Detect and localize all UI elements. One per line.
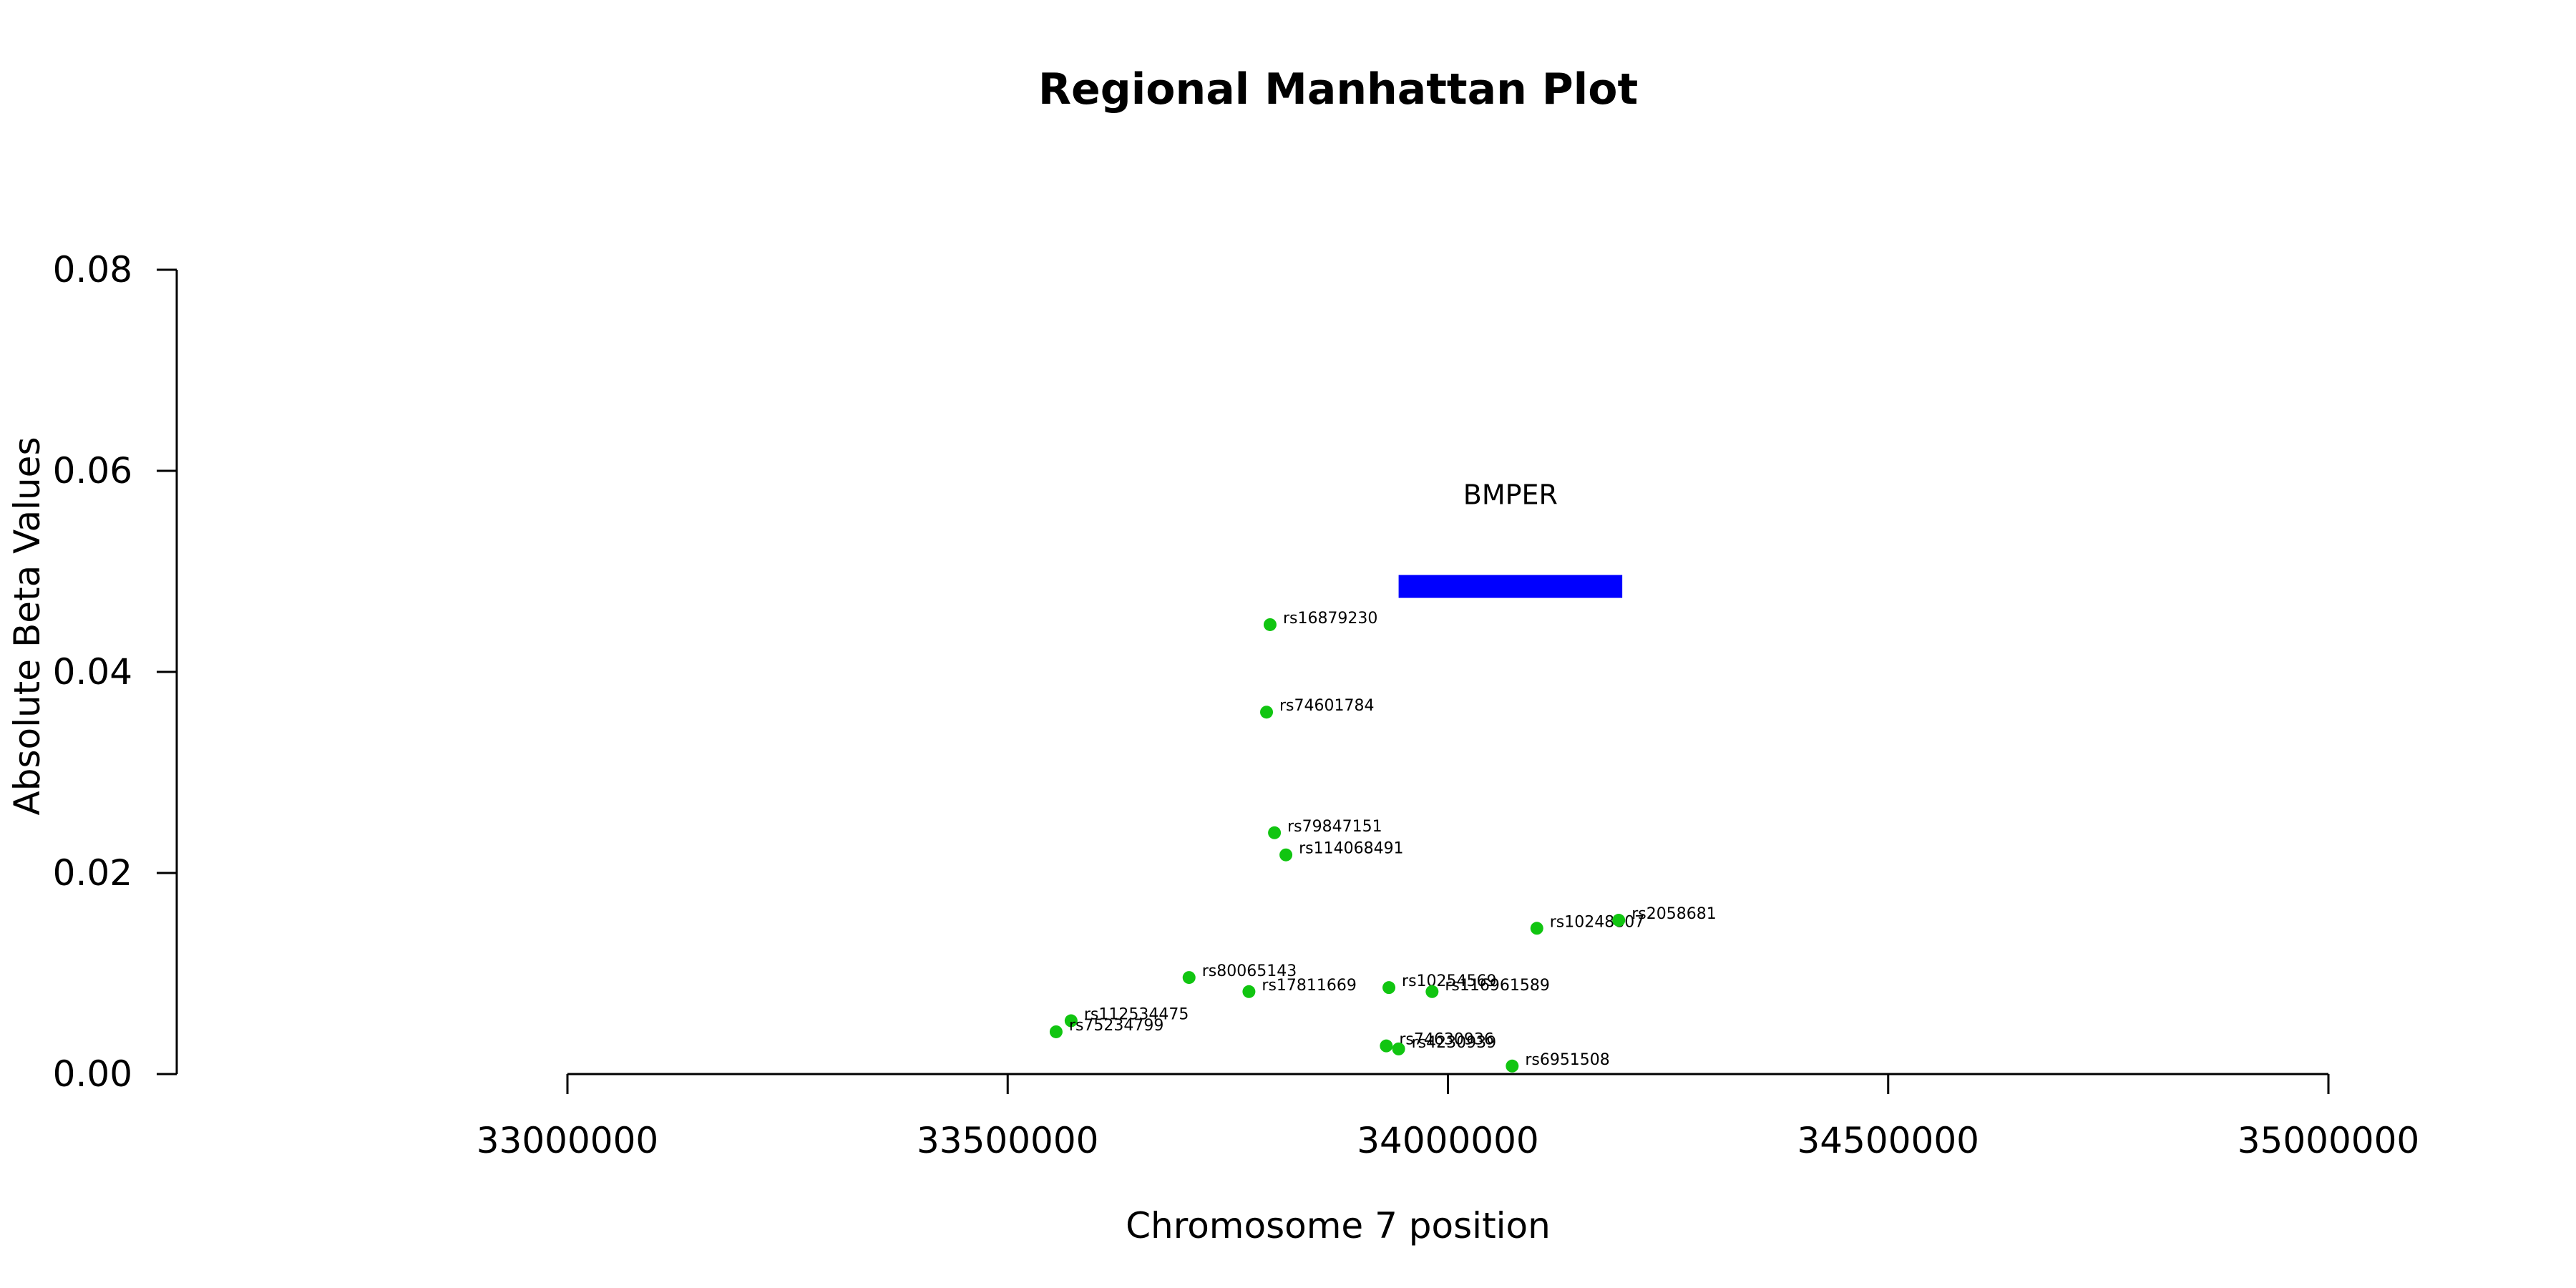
snp-label: rs10248807 (1550, 913, 1644, 931)
snp-label: rs112534475 (1084, 1006, 1189, 1024)
snp-label: rs6951508 (1525, 1051, 1610, 1069)
snp-point (1268, 826, 1282, 839)
snp-point (1382, 981, 1396, 995)
snp-label: rs17811669 (1262, 977, 1356, 995)
snp-point (1530, 922, 1543, 935)
y-tick-label: 0.08 (53, 249, 132, 291)
snp-point (1506, 1059, 1519, 1073)
snp-point (1612, 914, 1626, 927)
snp-label: rs74601784 (1279, 697, 1374, 715)
y-axis: 0.00 0.02 0.04 0.06 0.08 (53, 249, 178, 1095)
y-tick-label: 0.00 (53, 1053, 132, 1095)
y-tick-label: 0.04 (53, 651, 132, 693)
snp-point (1263, 618, 1277, 631)
snp-label: rs114068491 (1299, 840, 1403, 858)
snp-label: rs4230939 (1412, 1034, 1497, 1052)
snp-label: rs16879230 (1283, 610, 1377, 628)
snp-label: rs10254569 (1402, 972, 1496, 990)
snp-label: rs80065143 (1202, 962, 1297, 980)
snp-point (1380, 1039, 1393, 1053)
y-axis-label: Absolute Beta Values (6, 437, 48, 816)
snp-point (1064, 1014, 1078, 1028)
x-axis-label: Chromosome 7 position (1126, 1205, 1551, 1246)
gene-label: BMPER (1463, 479, 1558, 511)
snp-label: rs75234799 (1069, 1017, 1163, 1035)
snp-label: rs116961589 (1445, 977, 1549, 995)
x-tick-label: 34500000 (1797, 1120, 1980, 1161)
gene-track: BMPER (1398, 479, 1623, 598)
snp-point (1279, 848, 1293, 862)
snp-point (1425, 985, 1439, 998)
snp-label: rs74630936 (1399, 1031, 1493, 1049)
snp-points: rs16879230 rs74601784 rs79847151 rs11406849… (1049, 610, 1717, 1073)
snp-label: rs79847151 (1287, 818, 1382, 836)
snp-point (1182, 971, 1196, 985)
snp-point (1242, 985, 1256, 998)
x-axis: 33000000 33500000 34000000 34500000 35000000 (477, 1073, 2420, 1161)
y-tick-label: 0.06 (53, 450, 132, 492)
snp-point (1392, 1042, 1405, 1055)
y-tick-label: 0.02 (53, 852, 132, 894)
snp-point (1049, 1025, 1063, 1038)
x-tick-label: 35000000 (2238, 1120, 2420, 1161)
gene-bar (1398, 575, 1623, 598)
x-tick-label: 33500000 (917, 1120, 1099, 1161)
chart-title: Regional Manhattan Plot (1038, 64, 1638, 114)
snp-label: rs2058681 (1631, 905, 1717, 923)
x-tick-label: 34000000 (1357, 1120, 1539, 1161)
x-tick-label: 33000000 (477, 1120, 659, 1161)
snp-point (1260, 706, 1274, 719)
